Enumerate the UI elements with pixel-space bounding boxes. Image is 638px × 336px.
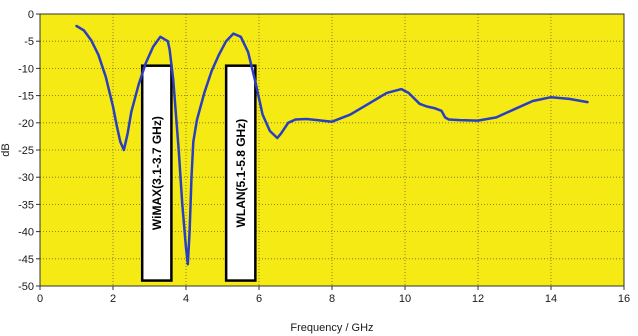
y-tick-label: -15 (18, 91, 34, 103)
x-tick-label: 0 (37, 293, 43, 305)
band-annotation: WiMAX(3.1-3.7 GHz) (140, 64, 173, 282)
x-tick-label: 10 (399, 293, 411, 305)
band-box (224, 64, 257, 282)
x-tick-label: 2 (110, 293, 116, 305)
y-tick-label: -25 (18, 145, 34, 157)
series-line (75, 24, 589, 266)
x-tick-label: 4 (183, 293, 189, 305)
band-annotations: WiMAX(3.1-3.7 GHz) WLAN(5.1-5.8 GHz) (140, 64, 257, 282)
y-tick-label: -20 (18, 118, 34, 130)
x-axis-title: Frequency / GHz (290, 322, 373, 334)
y-tick-label: 0 (28, 9, 34, 21)
y-tick-label: -5 (24, 36, 34, 48)
y-tick-label: -30 (18, 172, 34, 184)
x-tick-labels: 0 2 4 6 8 10 12 14 16 (37, 286, 630, 305)
y-tick-label: -10 (18, 63, 34, 75)
y-tick-label: -40 (18, 227, 34, 239)
x-tick-label: 16 (618, 293, 630, 305)
y-tick-label: -35 (18, 199, 34, 211)
x-tick-label: 8 (329, 293, 335, 305)
x-tick-label: 6 (256, 293, 262, 305)
y-tick-label: -45 (18, 254, 34, 266)
band-box (140, 64, 173, 282)
y-axis-title: dB (0, 143, 12, 156)
x-tick-label: 14 (545, 293, 557, 305)
band-label: WiMAX(3.1-3.7 GHz) (150, 116, 164, 230)
x-tick-label: 12 (472, 293, 484, 305)
band-annotation: WLAN(5.1-5.8 GHz) (224, 64, 257, 282)
y-tick-labels: 0 -5 -10 -15 -20 -25 -30 -35 -40 -45 -50 (18, 9, 40, 293)
y-tick-label: -50 (18, 281, 34, 293)
band-label: WLAN(5.1-5.8 GHz) (234, 119, 248, 228)
